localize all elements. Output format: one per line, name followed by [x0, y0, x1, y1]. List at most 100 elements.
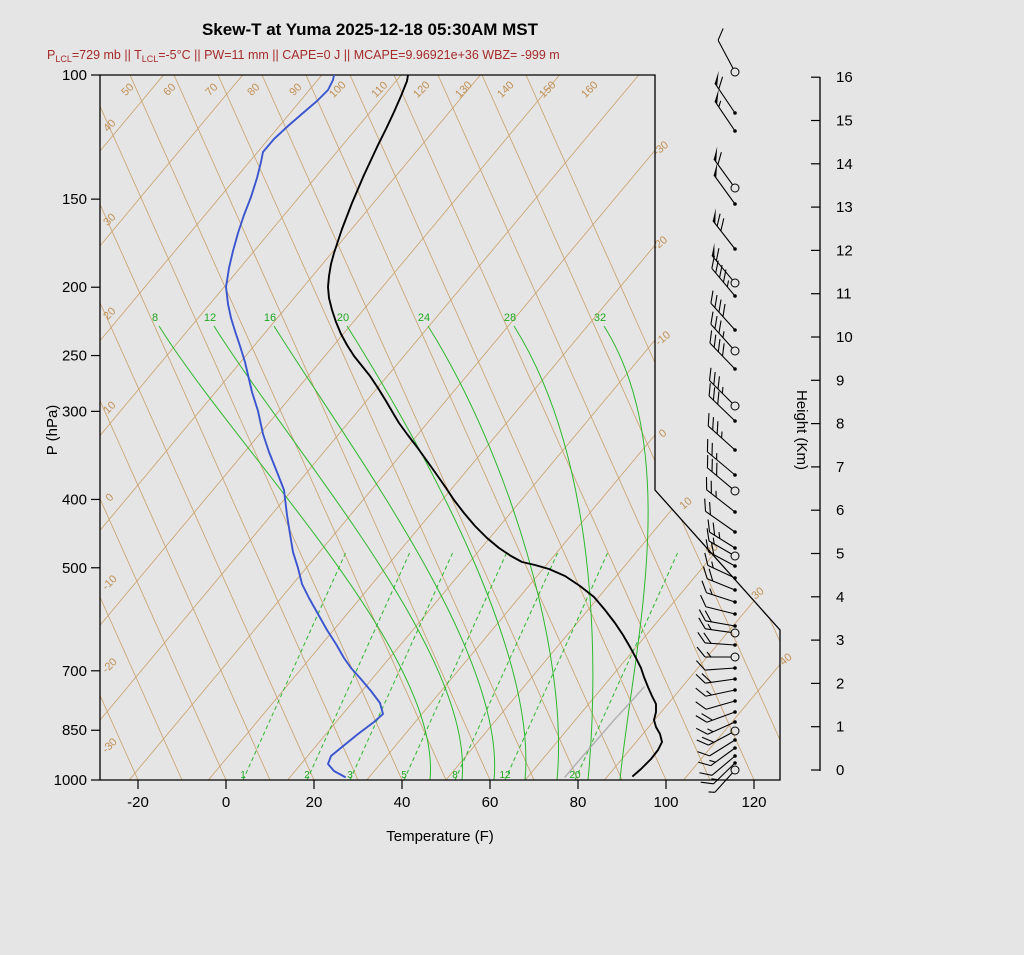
barb-tick-half [722, 331, 725, 338]
isotherm-label: -20 [650, 234, 670, 253]
wind-barb [707, 413, 737, 452]
dry-adiabat-label: 80 [245, 81, 262, 98]
barb-tick-full [697, 632, 706, 644]
barb-tick-full [706, 439, 709, 452]
dry-adiabat-label: 160 [579, 79, 600, 100]
barb-staff-group [700, 762, 736, 785]
dry-adiabat-label: 0 [103, 491, 116, 504]
isotherm-line [100, 75, 640, 780]
mixing-ratio-line [349, 551, 454, 780]
barb-tick-full [716, 213, 721, 227]
barb-tick-full [695, 715, 708, 723]
mixing-ratio-label: 12 [499, 770, 511, 781]
chart-title: Skew-T at Yuma 2025-12-18 05:30AM MST [202, 20, 539, 39]
mixing-ratio-label: 1 [240, 770, 246, 781]
barb-staff [708, 551, 736, 567]
isotherm-label: 0 [657, 427, 669, 440]
barb-staff [712, 220, 736, 250]
dry-adiabat-label: 60 [161, 81, 178, 98]
barb-staff-group [700, 594, 736, 615]
isotherm-label: -10 [653, 329, 673, 348]
moist-adiabat-line [213, 325, 464, 780]
dry-adiabat-line [349, 75, 667, 780]
barb-staff-group [706, 439, 736, 476]
barb-tick-full [695, 687, 707, 697]
barb-tick-full [709, 501, 711, 515]
barb-tick-half [706, 651, 712, 658]
barb-staff-group [712, 208, 736, 250]
isotherm-line [100, 75, 481, 780]
barb-staff [714, 100, 736, 132]
barb-pennant [714, 70, 719, 87]
barb-staff-group [698, 617, 732, 633]
dry-adiabat-label: 140 [495, 79, 516, 100]
dry-adiabat-label: 130 [453, 79, 474, 100]
wind-barb [700, 761, 737, 785]
barb-staff-group [704, 552, 736, 579]
subscript: LCL [55, 54, 72, 64]
barb-staff-group [708, 367, 733, 404]
pressure-tick-label: 250 [62, 348, 87, 365]
wind-barb [704, 498, 737, 534]
dry-adiabat-line [100, 75, 227, 780]
height-tick-label: 15 [836, 113, 853, 130]
moist-adiabat-label: 16 [264, 312, 276, 324]
pressure-tick-label: 300 [62, 403, 87, 420]
height-tick-label: 7 [836, 459, 844, 476]
barb-staff-group [714, 70, 736, 114]
dry-adiabat-label: -10 [100, 573, 120, 593]
wind-barb [717, 28, 740, 77]
barb-tick-half [711, 778, 718, 781]
barb-staff [706, 578, 736, 591]
barb-tick-full [716, 421, 719, 434]
barb-tick-half [707, 623, 712, 630]
barb-tick-half [716, 453, 718, 460]
grid-line-labels: 50 60 70 80 90 100 110 120 130 140 150 160403020100… [100, 79, 795, 781]
barb-tick-full [717, 376, 720, 390]
dry-adiabat-line [305, 75, 623, 780]
barb-tick-full [698, 617, 706, 630]
height-tick-label: 8 [836, 416, 844, 433]
wind-barb [706, 455, 740, 496]
wind-barb [705, 539, 737, 568]
wind-barb [704, 552, 737, 580]
barb-staff-group [711, 242, 733, 281]
dry-adiabat-line [261, 75, 579, 780]
moist-adiabat-label: 24 [418, 312, 430, 324]
barb-staff-group [698, 609, 736, 627]
chart-subtitle-stats: PLCL=729 mb || TLCL=-5°C || PW=11 mm || … [47, 48, 560, 64]
moist-adiabat-label: 20 [337, 312, 349, 324]
barb-tick-full [705, 539, 710, 553]
dry-adiabat-line [100, 75, 359, 780]
wind-barb [708, 367, 740, 411]
barb-staff-group [709, 330, 736, 370]
wind-barb [695, 673, 737, 684]
barb-tick-full [708, 367, 712, 381]
barb-tick-full [712, 417, 715, 430]
isotherm-line [208, 75, 780, 780]
barb-base-circle [730, 486, 740, 496]
barb-tick-half [709, 588, 713, 595]
wind-barb [698, 609, 737, 628]
barb-staff-group [713, 146, 734, 186]
barb-staff-group [706, 528, 732, 555]
wind-barb [705, 477, 737, 514]
dry-adiabat-label: 110 [369, 79, 390, 100]
isotherm-line [100, 75, 323, 780]
barb-staff-group [708, 383, 736, 422]
wind-barb [710, 290, 737, 332]
barb-staff-group [696, 646, 731, 658]
dry-adiabat-line [173, 75, 491, 780]
height-axis-title: Height (Km) [793, 390, 810, 470]
wind-barb [706, 439, 737, 477]
wind-barb [708, 383, 737, 423]
dry-adiabat-label: 10 [101, 399, 118, 416]
barb-staff [714, 82, 736, 114]
barb-tick-full [695, 701, 707, 710]
barb-staff [705, 667, 736, 671]
barb-tick-full [701, 713, 713, 721]
height-tick-label: 2 [836, 675, 844, 692]
isotherm-label: -30 [651, 139, 671, 158]
barb-tick-full [717, 152, 722, 165]
